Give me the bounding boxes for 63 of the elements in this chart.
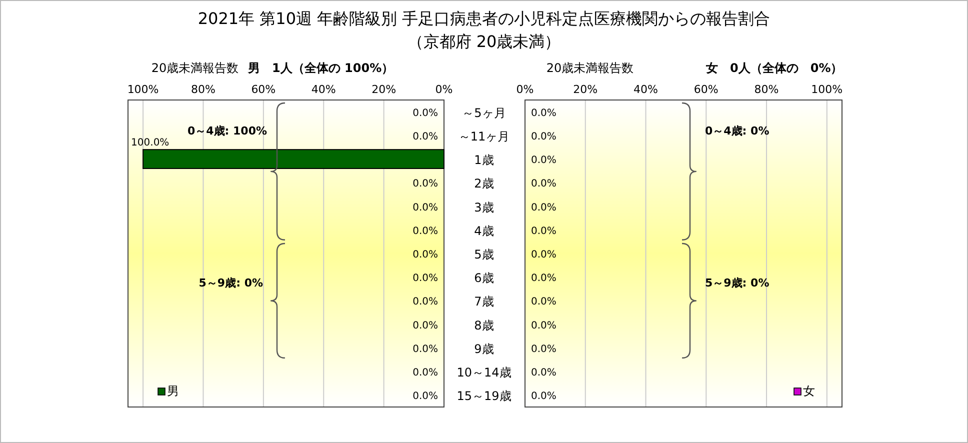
text: 女 0人（全体の 0%） — [705, 61, 843, 75]
x-tick-label: 80% — [191, 83, 216, 96]
data-label: 0.0% — [531, 391, 556, 402]
data-label: 0.0% — [531, 368, 556, 379]
data-label: 0.0% — [531, 178, 556, 190]
x-tick-label: 0% — [516, 83, 534, 96]
y-tick-label: 8歳 — [474, 318, 494, 332]
x-tick-label: 40% — [634, 83, 658, 96]
y-tick-label: 2歳 — [474, 176, 494, 191]
data-label: 0.0% — [412, 320, 438, 332]
y-tick-label: 4歳 — [474, 224, 494, 238]
data-label: 100.0% — [131, 138, 170, 149]
y-tick-label: 15～19歳 — [456, 389, 512, 404]
legend-label: 男 — [167, 384, 179, 398]
legend-label: 女 — [803, 384, 815, 398]
text: 男 1人（全体の 100%） — [247, 61, 394, 75]
x-tick-label: 20% — [573, 83, 598, 96]
data-label: 0.0% — [531, 296, 556, 308]
data-label: 0.0% — [412, 131, 438, 142]
y-tick-label: ～11ヶ月 — [458, 129, 510, 144]
x-tick-label: 80% — [754, 83, 779, 96]
annotation: 0～4歳: 0% — [705, 124, 770, 138]
text: 2021年 第10週 年齢階級別 手足口病患者の小児科定点医療機関からの報告割合 — [198, 9, 770, 28]
data-label: 0.0% — [412, 296, 438, 308]
y-tick-label: 1歳 — [474, 153, 494, 168]
data-label: 0.0% — [531, 226, 556, 237]
x-tick-label: 100% — [811, 83, 843, 96]
text: 20歳未満報告数 — [546, 61, 634, 75]
data-label: 0.0% — [412, 202, 438, 214]
y-tick-label: 9歳 — [474, 342, 494, 356]
y-tick-label: ～5ヶ月 — [462, 106, 506, 120]
x-tick-label: 60% — [694, 83, 718, 96]
x-tick-label: 100% — [127, 83, 159, 96]
data-label: 0.0% — [412, 368, 438, 379]
annotation: 5～9歳: 0% — [198, 276, 263, 290]
data-label: 0.0% — [412, 273, 438, 284]
data-label: 0.0% — [412, 178, 438, 190]
data-label: 0.0% — [531, 108, 556, 119]
x-tick-label: 0% — [435, 83, 453, 96]
data-label: 0.0% — [412, 226, 438, 237]
x-tick-label: 60% — [251, 83, 276, 96]
data-label: 0.0% — [412, 108, 438, 119]
annotation: 5～9歳: 0% — [705, 276, 770, 290]
data-label: 0.0% — [531, 273, 556, 284]
annotation: 0～4歳: 100% — [187, 124, 267, 138]
y-tick-label: 7歳 — [474, 294, 494, 309]
text: 20歳未満報告数 — [151, 61, 239, 75]
data-label: 0.0% — [412, 344, 438, 355]
data-label: 0.0% — [531, 320, 556, 332]
x-tick-label: 40% — [311, 83, 336, 96]
y-tick-label: 6歳 — [474, 271, 494, 286]
data-label: 0.0% — [531, 344, 556, 355]
data-label: 0.0% — [531, 202, 556, 214]
data-label: 0.0% — [531, 131, 556, 142]
text: （京都府 20歳未満） — [407, 32, 561, 51]
x-tick-label: 20% — [372, 83, 396, 96]
data-label: 0.0% — [531, 155, 556, 166]
y-tick-label: 10～14歳 — [456, 366, 512, 380]
y-tick-label: 3歳 — [474, 200, 494, 214]
y-tick-label: 5歳 — [474, 248, 494, 262]
data-label: 0.0% — [531, 250, 556, 260]
data-label: 0.0% — [412, 250, 438, 260]
data-label: 0.0% — [412, 391, 438, 402]
